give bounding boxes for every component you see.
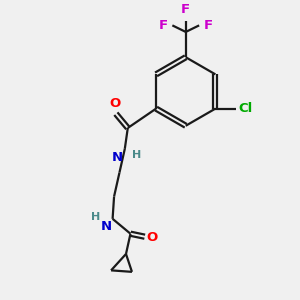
Text: O: O — [109, 97, 121, 110]
Text: N: N — [112, 151, 123, 164]
Text: F: F — [159, 19, 168, 32]
Text: F: F — [181, 3, 190, 16]
Text: Cl: Cl — [238, 102, 253, 115]
Text: H: H — [92, 212, 101, 222]
Text: F: F — [204, 19, 213, 32]
Text: N: N — [101, 220, 112, 233]
Text: H: H — [132, 150, 142, 160]
Text: O: O — [146, 231, 158, 244]
